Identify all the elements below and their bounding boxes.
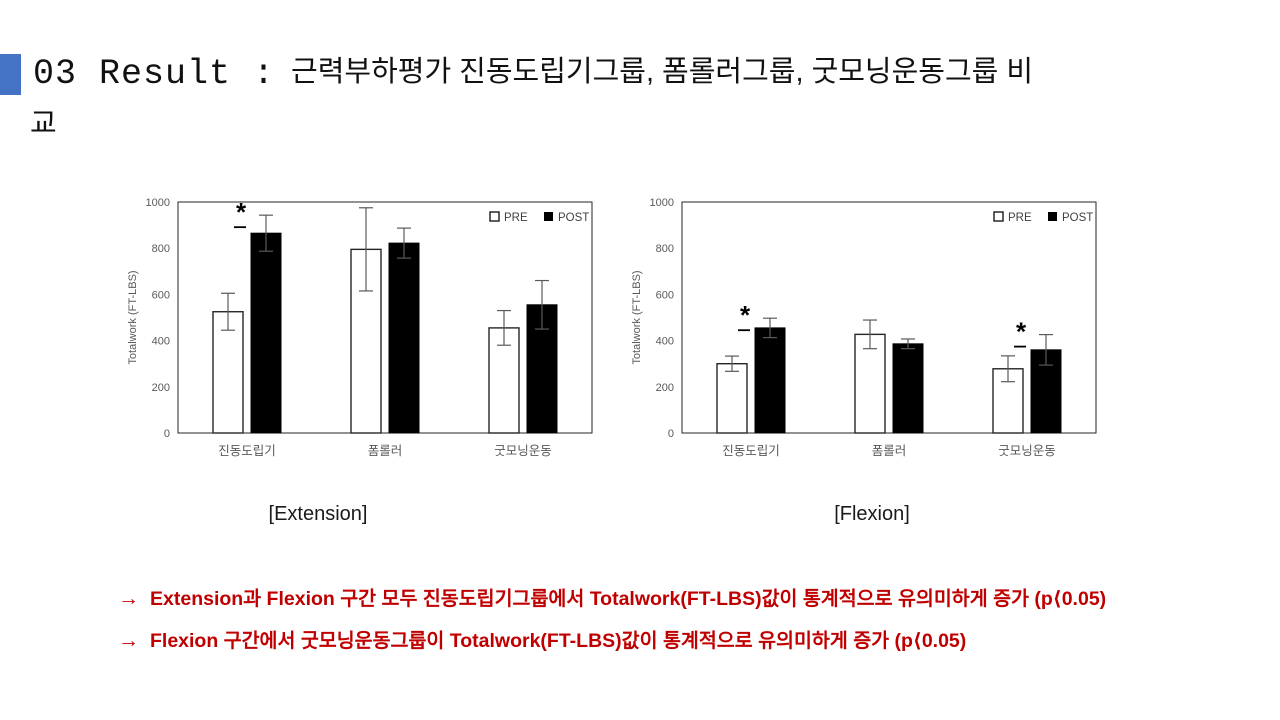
y-tick-label: 0 [164, 428, 170, 440]
y-tick-label: 800 [152, 243, 170, 255]
plot-border [681, 201, 1097, 434]
legend-pre-swatch [489, 211, 500, 222]
flexion-bar-chart: 0 200 400 600 800 1000 Totalwork (FT-LBS) 진동도립기… [631, 197, 1097, 458]
y-tick-label: 600 [656, 289, 674, 301]
bar-pre-1 [854, 333, 886, 434]
y-tick-label: 400 [152, 336, 170, 348]
x-category-label: 진동도립기 [722, 444, 780, 458]
x-category-label: 폼롤러 [872, 444, 907, 458]
plot-border [177, 201, 593, 434]
page-title: 03 Result : 근력부하평가 진동도립기그룹, 폼롤러그룹, 굿모닝운동그… [30, 48, 1163, 142]
flexion-chart-caption: [Flexion] [834, 503, 910, 525]
legend-pre-swatch [993, 211, 1004, 222]
x-category-label: 진동도립기 [218, 444, 276, 458]
bar-post-1 [892, 343, 924, 434]
bar-post-0 [754, 327, 786, 434]
extension-bar-chart: 0 200 400 600 800 1000 Totalwork (FT-LBS) 진동도립기… [127, 197, 593, 458]
significance-asterisk: * [1016, 317, 1027, 347]
bar-pre-0 [716, 362, 748, 434]
result-footnotes: → Extension과 Flexion 구간 모두 진동도립기그룹에서 Tot… [118, 582, 1218, 666]
legend-post-swatch [1048, 212, 1057, 221]
legend-post-label: POST [558, 212, 589, 224]
x-category-label: 폼롤러 [368, 444, 403, 458]
x-category-label: 굿모닝운동 [494, 444, 552, 458]
legend-pre-label: PRE [504, 212, 528, 224]
y-tick-label: 400 [656, 336, 674, 348]
title-section-number: 03 Result : [33, 54, 276, 94]
page-title-line2: 교 [30, 108, 57, 140]
arrow-icon: → [118, 587, 139, 610]
extension-chart-caption: [Extension] [268, 503, 368, 525]
y-axis-title: Totalwork (FT-LBS) [127, 270, 139, 364]
title-accent-bar [0, 54, 21, 95]
y-tick-label: 600 [152, 289, 170, 301]
title-text: 근력부하평가 진동도립기그룹, 폼롤러그룹, 굿모닝운동그룹 비 [291, 56, 1034, 88]
y-tick-label: 200 [152, 382, 170, 394]
legend-post-swatch [544, 212, 553, 221]
y-tick-label: 1000 [650, 197, 674, 209]
y-tick-label: 1000 [146, 197, 170, 209]
arrow-icon: → [118, 629, 139, 652]
legend-post-label: POST [1062, 212, 1093, 224]
significance-asterisk: * [740, 300, 751, 330]
significance-asterisk: * [236, 197, 247, 227]
x-category-label: 굿모닝운동 [998, 444, 1056, 458]
footnote-line-1: → Extension과 Flexion 구간 모두 진동도립기그룹에서 Tot… [118, 582, 1218, 611]
legend-pre-label: PRE [1008, 212, 1032, 224]
footnote-text-2: Flexion 구간에서 굿모닝운동그룹이 Totalwork(FT-LBS)값… [150, 630, 967, 652]
bar-post-1 [388, 242, 420, 434]
page-title-line1: 03 Result : 근력부하평가 진동도립기그룹, 폼롤러그룹, 굿모닝운동그… [33, 48, 1163, 94]
y-tick-label: 200 [656, 382, 674, 394]
bar-post-0 [250, 232, 282, 434]
y-axis-title: Totalwork (FT-LBS) [631, 270, 643, 364]
footnote-text-1: Extension과 Flexion 구간 모두 진동도립기그룹에서 Total… [150, 588, 1107, 610]
y-tick-label: 0 [668, 428, 674, 440]
footnote-line-2: → Flexion 구간에서 굿모닝운동그룹이 Totalwork(FT-LBS… [118, 624, 1218, 653]
y-tick-label: 800 [656, 243, 674, 255]
